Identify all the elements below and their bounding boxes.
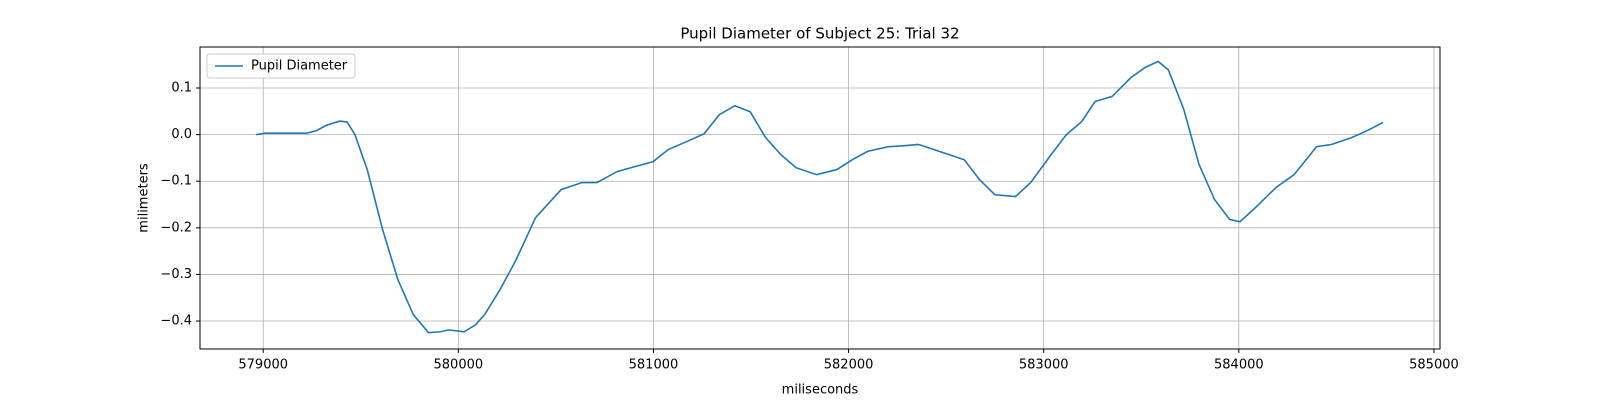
y-tick-label: −0.4 bbox=[160, 314, 192, 329]
legend-box bbox=[206, 53, 356, 79]
x-tick-label: 583000 bbox=[1019, 358, 1069, 373]
y-tick-label: −0.2 bbox=[160, 220, 192, 235]
plot-frame bbox=[199, 46, 1441, 350]
y-tick-label: 0.0 bbox=[171, 127, 192, 142]
y-tick-label: −0.3 bbox=[160, 267, 192, 282]
y-tick-label: 0.1 bbox=[171, 81, 192, 96]
data-line bbox=[255, 60, 1384, 334]
x-axis-label: miliseconds bbox=[782, 383, 859, 398]
y-axis-label: milimeters bbox=[137, 163, 152, 233]
x-tick-label: 581000 bbox=[629, 358, 679, 373]
legend-label: Pupil Diameter bbox=[251, 59, 348, 74]
x-tick-label: 579000 bbox=[238, 358, 288, 373]
x-tick-label: 584000 bbox=[1214, 358, 1264, 373]
x-tick-label: 582000 bbox=[824, 358, 874, 373]
y-tick-label: −0.1 bbox=[160, 174, 192, 189]
chart-title: Pupil Diameter of Subject 25: Trial 32 bbox=[680, 25, 959, 43]
x-tick-label: 585000 bbox=[1409, 358, 1459, 373]
x-tick-label: 580000 bbox=[434, 358, 484, 373]
